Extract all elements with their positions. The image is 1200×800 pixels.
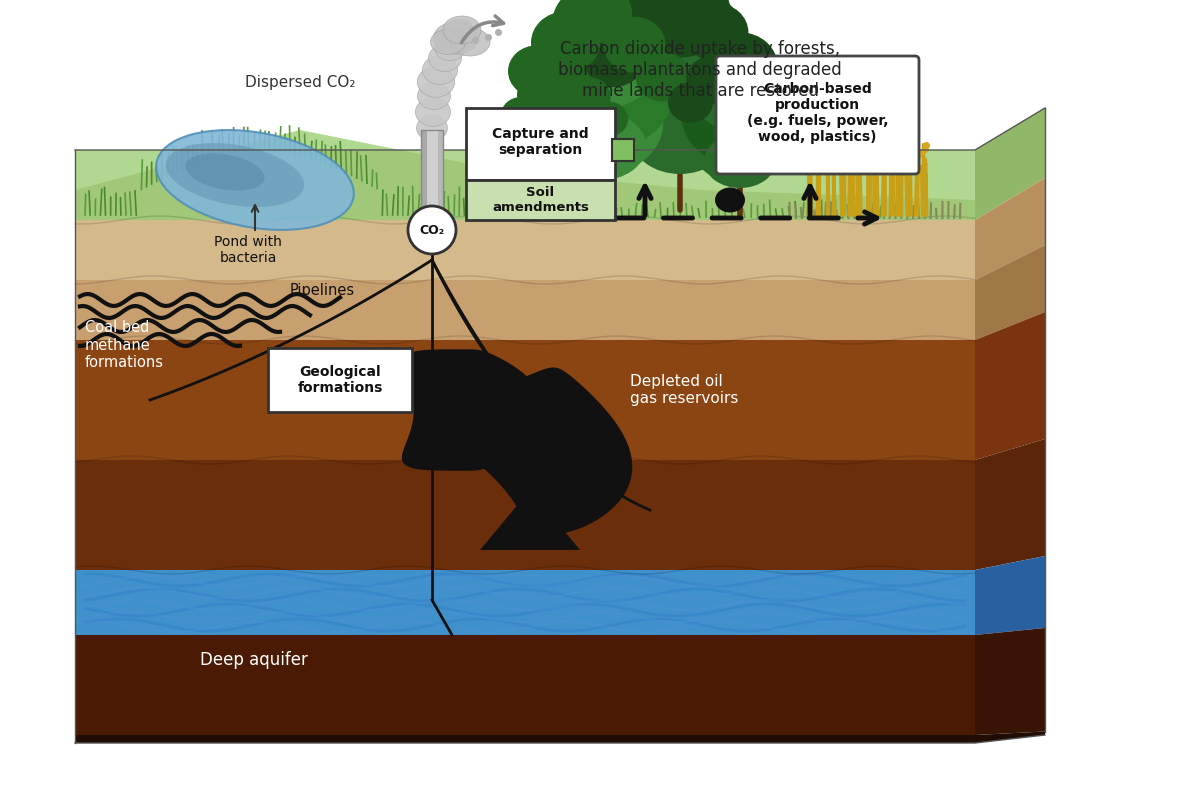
Ellipse shape — [636, 52, 691, 102]
Text: Carbon dioxide uptake by forests,
biomass plantatons and degraded
mine lands tha: Carbon dioxide uptake by forests, biomas… — [558, 40, 842, 100]
Text: Pipelines: Pipelines — [290, 282, 355, 298]
FancyBboxPatch shape — [268, 348, 412, 412]
Ellipse shape — [604, 17, 666, 73]
Ellipse shape — [443, 16, 481, 44]
Ellipse shape — [422, 55, 457, 84]
Ellipse shape — [186, 154, 264, 190]
Ellipse shape — [584, 33, 644, 87]
Polygon shape — [974, 628, 1045, 735]
Ellipse shape — [702, 32, 778, 101]
Ellipse shape — [428, 45, 462, 71]
Text: Deep aquifer: Deep aquifer — [200, 651, 308, 669]
Ellipse shape — [434, 35, 466, 61]
Polygon shape — [480, 490, 580, 550]
Ellipse shape — [418, 66, 455, 98]
Polygon shape — [402, 350, 545, 470]
Ellipse shape — [690, 102, 790, 183]
Ellipse shape — [715, 35, 766, 80]
Ellipse shape — [514, 83, 617, 171]
Ellipse shape — [768, 87, 811, 126]
Ellipse shape — [718, 40, 775, 92]
Polygon shape — [74, 150, 974, 220]
Ellipse shape — [450, 28, 490, 56]
Polygon shape — [74, 570, 974, 635]
Polygon shape — [974, 439, 1045, 570]
Ellipse shape — [554, 111, 646, 181]
Ellipse shape — [614, 0, 746, 100]
Ellipse shape — [526, 26, 674, 152]
Polygon shape — [74, 340, 974, 460]
Text: Coal bed
methane
formations: Coal bed methane formations — [85, 320, 164, 370]
Ellipse shape — [690, 46, 790, 132]
Polygon shape — [74, 220, 974, 280]
Ellipse shape — [568, 0, 632, 42]
Ellipse shape — [415, 98, 451, 126]
Ellipse shape — [552, 0, 648, 69]
Ellipse shape — [630, 0, 731, 58]
Ellipse shape — [568, 77, 611, 116]
Ellipse shape — [647, 0, 714, 30]
Ellipse shape — [502, 97, 541, 133]
Ellipse shape — [418, 82, 450, 110]
Ellipse shape — [632, 102, 728, 174]
Ellipse shape — [608, 0, 680, 62]
Ellipse shape — [684, 3, 749, 62]
Polygon shape — [74, 735, 974, 743]
Polygon shape — [438, 130, 443, 250]
Ellipse shape — [166, 143, 304, 207]
Text: Depleted oil
gas reservoirs: Depleted oil gas reservoirs — [630, 374, 738, 406]
Polygon shape — [74, 130, 974, 200]
Ellipse shape — [446, 19, 473, 41]
Polygon shape — [449, 368, 631, 534]
Ellipse shape — [536, 71, 664, 174]
Polygon shape — [421, 130, 443, 250]
Ellipse shape — [668, 82, 713, 122]
Polygon shape — [974, 731, 1045, 743]
FancyBboxPatch shape — [466, 108, 616, 180]
Ellipse shape — [521, 115, 610, 187]
Text: Dispersed CO₂: Dispersed CO₂ — [245, 74, 355, 90]
Polygon shape — [974, 178, 1045, 280]
Circle shape — [408, 206, 456, 254]
Ellipse shape — [743, 60, 791, 104]
Polygon shape — [974, 108, 1045, 220]
Text: Pond with
bacteria: Pond with bacteria — [214, 235, 282, 266]
Ellipse shape — [416, 115, 448, 141]
Ellipse shape — [533, 143, 598, 191]
Text: Geological
formations: Geological formations — [298, 365, 383, 395]
Polygon shape — [974, 556, 1045, 635]
Ellipse shape — [704, 134, 776, 188]
Polygon shape — [421, 130, 427, 250]
Ellipse shape — [536, 0, 664, 110]
Ellipse shape — [530, 11, 600, 74]
Polygon shape — [974, 245, 1045, 340]
Polygon shape — [74, 280, 974, 340]
Polygon shape — [74, 635, 974, 735]
Ellipse shape — [508, 46, 565, 97]
Ellipse shape — [517, 74, 565, 117]
FancyBboxPatch shape — [466, 180, 616, 220]
Ellipse shape — [682, 66, 798, 166]
Text: Capture and
separation: Capture and separation — [492, 127, 589, 157]
Ellipse shape — [614, 60, 746, 168]
Text: CO₂: CO₂ — [420, 223, 444, 237]
FancyBboxPatch shape — [612, 139, 634, 161]
Text: Soil
amendments: Soil amendments — [492, 186, 589, 214]
Ellipse shape — [686, 56, 740, 104]
Polygon shape — [974, 312, 1045, 460]
Ellipse shape — [156, 130, 354, 230]
Polygon shape — [74, 150, 974, 220]
FancyBboxPatch shape — [716, 56, 919, 174]
Ellipse shape — [715, 187, 745, 213]
Ellipse shape — [532, 53, 599, 114]
Ellipse shape — [433, 22, 479, 54]
Ellipse shape — [521, 65, 610, 142]
Ellipse shape — [590, 102, 629, 136]
Ellipse shape — [431, 30, 466, 54]
Ellipse shape — [602, 12, 758, 144]
Text: Carbon-based
production
(e.g. fuels, power,
wood, plastics): Carbon-based production (e.g. fuels, pow… — [746, 82, 888, 144]
Ellipse shape — [440, 26, 469, 50]
Polygon shape — [0, 0, 1200, 150]
Ellipse shape — [542, 55, 588, 95]
